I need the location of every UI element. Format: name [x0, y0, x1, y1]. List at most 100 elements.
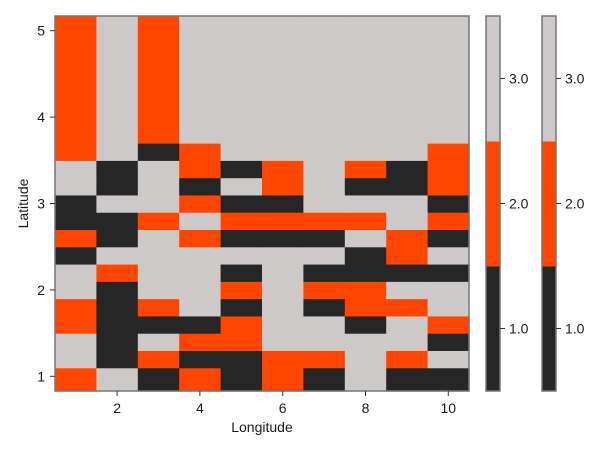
heatmap-cell	[220, 333, 263, 351]
heatmap-cell	[220, 367, 263, 392]
heatmap-cell	[137, 229, 180, 248]
heatmap-cell	[386, 333, 429, 351]
heatmap-cell	[220, 16, 263, 144]
x-tick-label: 2	[113, 400, 121, 416]
heatmap-cell	[220, 350, 263, 369]
heatmap-cell	[386, 246, 429, 265]
y-tick-label: 5	[37, 23, 45, 39]
heatmap-cell	[427, 229, 470, 248]
heatmap-cell	[344, 143, 387, 161]
heatmap-cell	[303, 333, 346, 351]
heatmap-cell	[96, 263, 139, 282]
heatmap-cell	[137, 298, 180, 317]
heatmap-cell	[262, 315, 304, 334]
heatmap-cell	[344, 246, 387, 265]
colorbar: 1.0 2.0 3.0	[541, 15, 585, 392]
heatmap-cell	[55, 177, 97, 196]
heatmap-cell	[303, 160, 346, 179]
y-axis-title: Latitude	[15, 178, 31, 228]
colorbar-tick-label: 1.0	[509, 321, 529, 337]
heatmap-cell	[262, 177, 304, 196]
heatmap-cell	[262, 143, 304, 161]
colorbar-tick-label: 3.0	[509, 71, 529, 87]
heatmap-cell	[386, 281, 429, 300]
heatmap-cell	[262, 229, 304, 248]
heatmap-cell	[427, 281, 470, 300]
heatmap-cell	[344, 281, 387, 300]
heatmap-cell	[137, 333, 180, 351]
heatmap-cell	[262, 281, 304, 300]
heatmap-cell	[137, 315, 180, 334]
colorbar-tick-label: 1.0	[565, 321, 585, 337]
heatmap-cell	[55, 246, 97, 265]
colorbar-segment	[486, 16, 500, 142]
heatmap-cell	[344, 315, 387, 334]
heatmap-cell	[55, 194, 97, 213]
heatmap-cell	[55, 281, 97, 300]
heatmap-cell	[303, 367, 346, 392]
heatmap-cell	[386, 194, 429, 213]
heatmap-cell	[220, 212, 263, 231]
heatmap-cell	[55, 143, 97, 161]
colorbar-tick-label: 3.0	[565, 71, 585, 87]
heatmap-cell	[96, 212, 139, 231]
heatmap-cell	[303, 246, 346, 265]
y-tick-label: 2	[37, 282, 45, 298]
heatmap-cell	[262, 212, 304, 231]
heatmap-cell	[179, 367, 222, 392]
heatmap-cell	[137, 194, 180, 213]
heatmap-cell	[386, 229, 429, 248]
heatmap-cell	[303, 212, 346, 231]
colorbar-tick-label: 2.0	[565, 196, 585, 212]
heatmap-cell	[262, 246, 304, 265]
x-tick-label: 10	[441, 400, 457, 416]
colorbars: 1.0 2.0 3.0 1.0 2.0 3.0	[485, 15, 585, 392]
heatmap-cell	[137, 16, 180, 144]
heatmap-cell	[96, 246, 139, 265]
heatmap-cell	[96, 143, 139, 161]
heatmap-cell	[179, 160, 222, 179]
heatmap-cell	[220, 298, 263, 317]
heatmap-cell	[179, 143, 222, 161]
heatmap-cell	[344, 263, 387, 282]
heatmap-cell	[96, 333, 139, 351]
heatmap-cells	[55, 16, 470, 392]
heatmap-cell	[386, 350, 429, 369]
heatmap-cell	[96, 194, 139, 213]
colorbar-tick-label: 2.0	[509, 196, 529, 212]
heatmap-cell	[303, 298, 346, 317]
heatmap-cell	[386, 143, 429, 161]
heatmap-cell	[262, 298, 304, 317]
heatmap-cell	[386, 367, 429, 392]
heatmap-cell	[137, 246, 180, 265]
heatmap-cell	[386, 212, 429, 231]
heatmap-cell	[220, 143, 263, 161]
heatmap-cell	[55, 263, 97, 282]
heatmap-cell	[55, 229, 97, 248]
heatmap-cell	[55, 212, 97, 231]
heatmap-cell	[344, 160, 387, 179]
heatmap-cell	[220, 229, 263, 248]
heatmap-cell	[179, 315, 222, 334]
heatmap-cell	[137, 281, 180, 300]
heatmap-cell	[262, 194, 304, 213]
heatmap-cell	[427, 350, 470, 369]
heatmap-cell	[220, 263, 263, 282]
heatmap-cell	[262, 16, 304, 144]
heatmap-cell	[262, 350, 304, 369]
x-tick-label: 8	[362, 400, 370, 416]
heatmap-cell	[427, 160, 470, 179]
heatmap-cell	[344, 16, 387, 144]
heatmap-cell	[96, 160, 139, 179]
heatmap-cell	[262, 160, 304, 179]
heatmap-cell	[427, 246, 470, 265]
heatmap-cell	[179, 281, 222, 300]
heatmap-cell	[344, 298, 387, 317]
heatmap-cell	[262, 333, 304, 351]
heatmap-cell	[96, 16, 139, 144]
heatmap-cell	[179, 229, 222, 248]
heatmap-cell	[344, 177, 387, 196]
heatmap-cell	[137, 143, 180, 161]
heatmap-cell	[96, 367, 139, 392]
heatmap-cell	[344, 194, 387, 213]
